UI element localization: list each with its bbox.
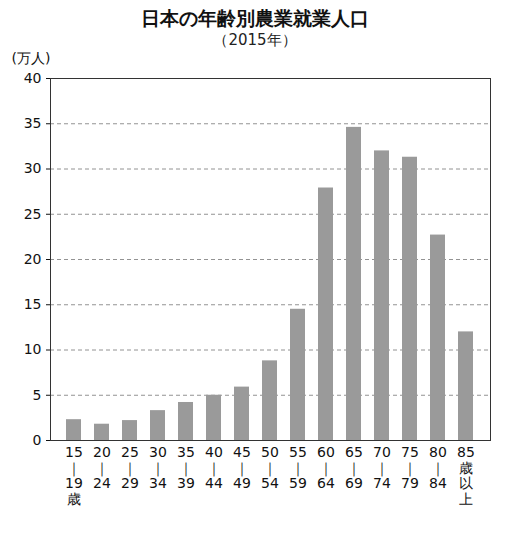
svg-text:70｜74: 70｜74 [373, 444, 391, 491]
svg-text:40: 40 [24, 70, 42, 86]
svg-text:20｜24: 20｜24 [93, 444, 111, 491]
svg-text:65｜69: 65｜69 [345, 444, 363, 491]
svg-text:15｜19歳: 15｜19歳 [65, 444, 83, 506]
svg-text:30: 30 [24, 160, 42, 176]
svg-text:35｜39: 35｜39 [177, 444, 195, 491]
svg-text:35: 35 [24, 115, 42, 131]
svg-text:60｜64: 60｜64 [317, 444, 335, 491]
svg-text:45｜49: 45｜49 [233, 444, 251, 491]
svg-text:20: 20 [24, 251, 42, 267]
svg-text:55｜59: 55｜59 [289, 444, 307, 491]
svg-text:80｜84: 80｜84 [429, 444, 447, 491]
svg-text:25: 25 [24, 206, 42, 222]
svg-text:85歳以上: 85歳以上 [457, 444, 475, 506]
svg-text:40｜44: 40｜44 [205, 444, 223, 491]
svg-text:30｜34: 30｜34 [149, 444, 167, 491]
html-text:日本の年齢別農業就業人口: 日本の年齢別農業就業人口 [141, 7, 369, 29]
svg-text:75｜79: 75｜79 [401, 444, 419, 491]
svg-text:15: 15 [24, 296, 42, 312]
svg-text:50｜54: 50｜54 [261, 444, 279, 491]
svg-text:0: 0 [33, 432, 42, 448]
svg-text:10: 10 [24, 341, 42, 357]
svg-text:(万人): (万人) [12, 50, 51, 66]
svg-text:5: 5 [33, 387, 42, 403]
svg-text:25｜29: 25｜29 [121, 444, 139, 491]
html-text:（2015年）: （2015年） [213, 31, 297, 49]
